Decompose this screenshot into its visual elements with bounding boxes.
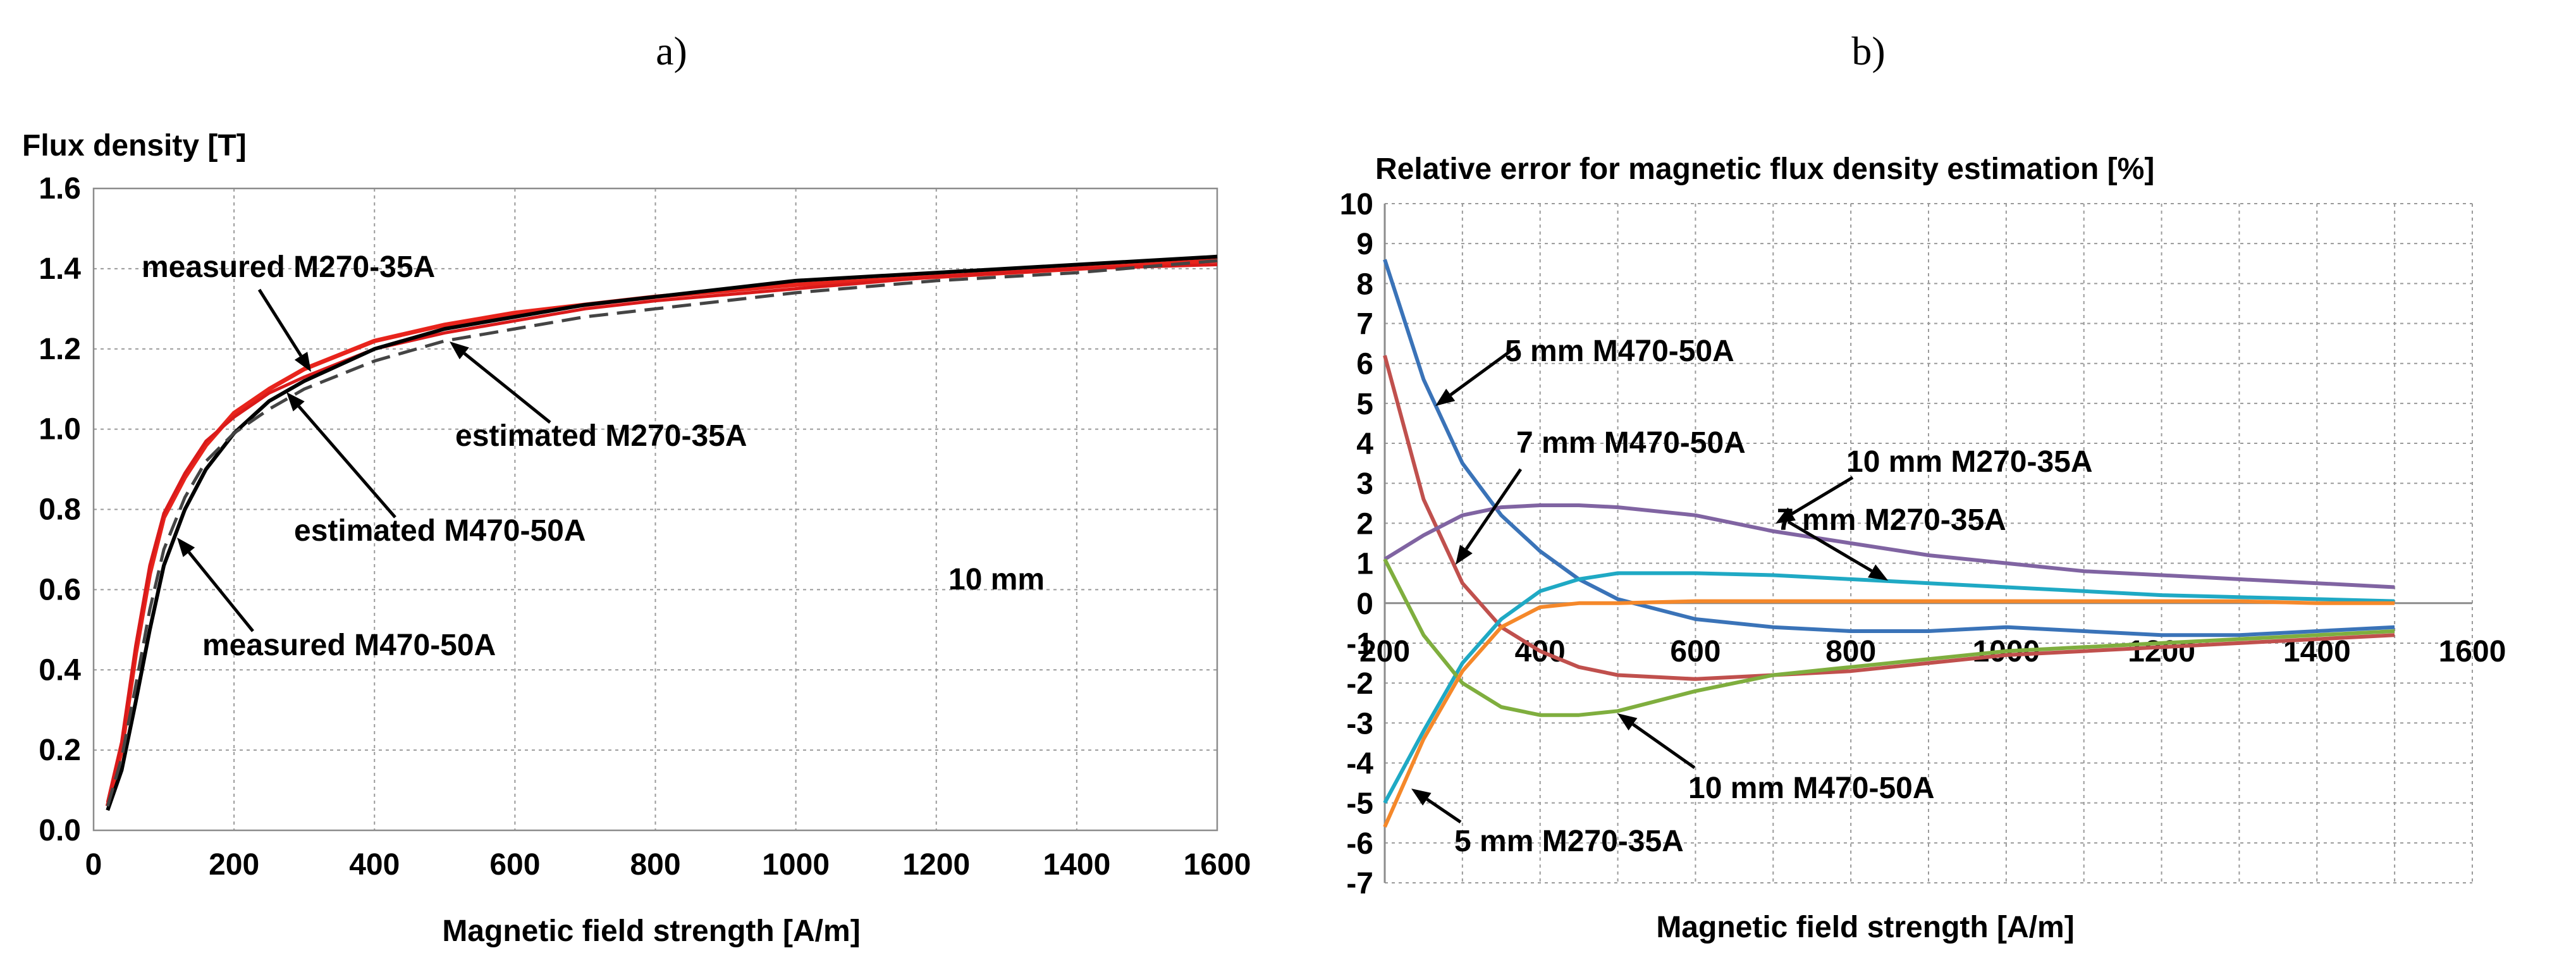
chart-b-annotation-7mm-m470: 7 mm M470-50A [1516,426,1746,460]
chart-a-annotation-measured-m270-arrow-head [294,352,311,372]
chart-b-y-tick-label: 0 [1356,588,1373,621]
chart-a-y-tick-label: 1.0 [39,413,81,446]
chart-a-annotation-estimated-m270: estimated M270-35A [455,419,747,453]
chart-a-y-tick-label: 0.4 [39,653,81,687]
chart-a-x-tick-label: 1600 [1184,848,1251,882]
chart-a-annotation-estimated-m270-arrow-shaft [463,352,551,424]
panel-a-label: a) [656,28,687,73]
chart-b-x-tick-label: 800 [1825,635,1876,668]
chart-b-annotation-7mm-m270-arrow-shaft [1787,520,1873,572]
chart-a-y-tick-label: 1.6 [39,172,81,206]
chart-b-y-tick-label: 4 [1356,428,1373,461]
chart-a-line-measured-m470 [106,254,1218,811]
chart-a-line-measured-m270 [105,258,1218,807]
chart-b-y-tick-label: 9 [1356,228,1373,261]
chart-b-annotation-10mm-m270-arrow-shaft [1791,476,1854,515]
chart-b-y-tick-label: 1 [1356,548,1373,581]
chart-a-x-tick-label: 1000 [762,848,830,882]
chart-b-x-tick-label: 1200 [2128,635,2195,668]
chart-b-annotation-7mm-m270: 7 mm M270-35A [1777,503,2006,537]
chart-a-y-tick-label: 0.6 [39,573,81,606]
chart-b-y-tick-label: -4 [1346,747,1373,780]
chart-a-annotation-measured-m270: measured M270-35A [142,250,435,284]
chart-a-thickness-label: 10 mm [948,563,1045,596]
chart-a-x-tick-label: 600 [489,848,540,882]
chart-a-x-tick-label: 200 [209,848,259,882]
chart-a-y-tick-label: 0.8 [39,493,81,527]
chart-a-x-tick-label: 400 [349,848,400,882]
chart-b-y-tick-label: 7 [1356,308,1373,341]
chart-a-line-estimated-m470 [106,259,1218,807]
chart-b-y-tick-label: -5 [1346,787,1373,821]
chart-b-line-5mm-m470 [1383,259,2395,637]
chart-b-annotation-10mm-m270-arrow-head [1776,507,1796,524]
chart-a: Flux density [T] Magnetic field strength… [22,129,1251,948]
chart-b-line-5mm-m270 [1383,599,2395,828]
chart-b-x-tick-label: 200 [1359,635,1410,668]
chart-a-x-tick-label: 0 [85,848,102,882]
chart-a-x-tick-label: 800 [630,848,680,882]
chart-b-line-10mm-m470 [1383,558,2395,717]
chart-a-x-axis-title: Magnetic field strength [A/m] [442,914,860,948]
chart-b-annotation-5mm-m470: 5 mm M470-50A [1505,335,1734,368]
chart-a-annotation-measured-m470: measured M470-50A [202,629,496,662]
chart-a-annotation-measured-m470-arrow-shaft [187,551,254,632]
chart-b-y-tick-label: 10 [1340,188,1373,221]
chart-b-annotation-7mm-m470-arrow-shaft [1464,468,1523,550]
chart-b-y-tick-label: 8 [1356,268,1373,301]
chart-b-y-tick-label: -3 [1346,707,1373,741]
chart-b-annotation-5mm-m470-arrow-head [1435,388,1456,406]
chart-a-y-tick-label: 1.2 [39,333,81,366]
chart-b-x-tick-label: 1600 [2439,635,2506,668]
chart-a-y-tick-label: 0.2 [39,734,81,767]
chart-a-annotation-estimated-m270-arrow-head [450,341,469,360]
chart-a-annotation-measured-m270-arrow-shaft [257,288,303,357]
chart-b-line-7mm-m270 [1383,571,2395,804]
chart-b-annotation-10mm-m270: 10 mm M270-35A [1846,445,2093,479]
panel-b-label: b) [1851,28,1885,73]
chart-b-annotation-7mm-m470-arrow-head [1456,544,1473,565]
chart-b-annotation-5mm-m470-arrow-shaft [1449,344,1519,397]
chart-b-annotation-10mm-m470-arrow-shaft [1632,723,1696,770]
chart-b-y-tick-label: -2 [1346,667,1373,701]
chart-b-x-tick-label: 600 [1670,635,1720,668]
chart-a-y-axis-title: Flux density [T] [22,129,247,163]
chart-b-y-tick-label: 3 [1356,467,1373,501]
chart-b-annotation-10mm-m470: 10 mm M470-50A [1688,772,1935,805]
chart-a-x-tick-label: 1200 [902,848,970,882]
chart-a-annotation-measured-m470-arrow-head [177,538,195,557]
chart-a-plot-frame [92,187,1218,832]
chart-a-annotation-estimated-m470-arrow-head [286,392,305,412]
chart-b-y-tick-label: 5 [1356,388,1373,421]
chart-b-y-tick-label: -6 [1346,827,1373,861]
chart-a-annotation-estimated-m470-arrow-shaft [297,405,396,519]
chart-b-y-tick-label: 2 [1356,507,1373,541]
chart-a-y-tick-label: 1.4 [39,252,81,286]
chart-b-title: Relative error for magnetic flux density… [1375,152,2154,186]
chart-b-y-tick-label: -7 [1346,867,1373,901]
chart-b-annotation-5mm-m270-arrow-shaft [1426,797,1462,824]
chart-a-y-tick-label: 0.0 [39,814,81,847]
chart-b-y-tick-label: 6 [1356,348,1373,381]
chart-b-annotation-7mm-m270-arrow-head [1868,564,1888,581]
chart-b-annotation-5mm-m270: 5 mm M270-35A [1454,825,1684,858]
chart-a-x-tick-label: 1400 [1043,848,1110,882]
chart-b-y-tick-label: -1 [1346,627,1373,661]
chart-b-annotation-5mm-m270-arrow-head [1411,789,1432,806]
chart-b-x-axis-title: Magnetic field strength [A/m] [1656,911,2074,944]
chart-b-line-10mm-m270 [1383,503,2395,589]
chart-b-annotation-10mm-m470-arrow-head [1617,713,1638,731]
chart-a-annotation-estimated-m470: estimated M470-50A [294,514,586,548]
chart-b: Relative error for magnetic flux density… [1340,152,2506,944]
chart-a-line-estimated-m270 [106,263,1218,803]
